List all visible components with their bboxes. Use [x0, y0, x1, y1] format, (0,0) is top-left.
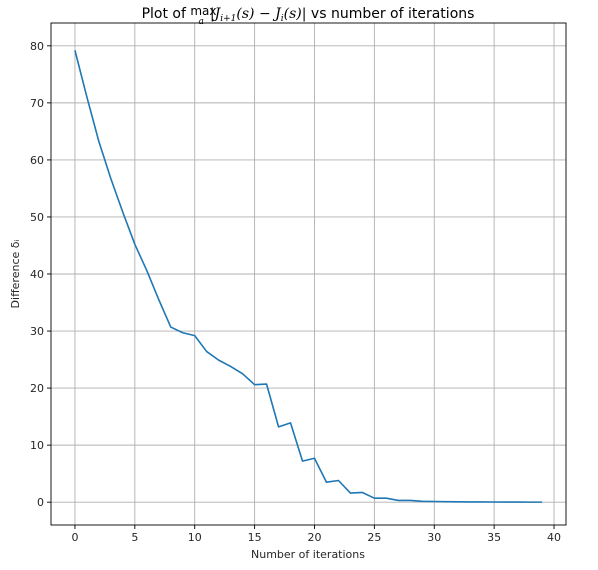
chart-title-max-sub: a — [199, 17, 204, 27]
x-tick-label: 5 — [131, 531, 138, 544]
x-tick-label: 30 — [427, 531, 441, 544]
y-tick-label: 70 — [30, 97, 44, 110]
x-tick-label: 10 — [188, 531, 202, 544]
y-tick-label: 50 — [30, 211, 44, 224]
x-tick-label: 15 — [248, 531, 262, 544]
chart-title-max: max — [190, 4, 216, 18]
y-tick-label: 10 — [30, 439, 44, 452]
chart-title-sub-2: i — [281, 14, 284, 24]
x-tick-label: 35 — [487, 531, 501, 544]
x-axis-label: Number of iterations — [251, 548, 365, 561]
ticks: 0 5 10 15 20 25 30 35 40 0 10 20 30 40 50 60 70 80 — [30, 40, 561, 544]
x-tick-label: 25 — [367, 531, 381, 544]
chart-title-math-3: (s)| — [284, 6, 307, 22]
chart-title: Plot of max a |Ji+1(s) − Ji(s)| vs number … — [142, 4, 475, 27]
chart-title-suffix: vs number of iterations — [306, 6, 474, 22]
y-tick-label: 80 — [30, 40, 44, 53]
x-tick-label: 0 — [71, 531, 78, 544]
y-tick-label: 40 — [30, 268, 44, 281]
y-axis-label: Difference δᵢ — [9, 240, 22, 309]
y-tick-label: 60 — [30, 154, 44, 167]
chart-title-math: |J — [210, 6, 222, 22]
grid — [51, 23, 566, 525]
series — [74, 50, 543, 503]
y-tick-label: 0 — [37, 496, 44, 509]
chart-title-prefix: Plot of — [142, 6, 191, 22]
y-tick-label: 30 — [30, 325, 44, 338]
x-tick-label: 40 — [547, 531, 561, 544]
series-line — [74, 50, 543, 503]
x-tick-label: 20 — [307, 531, 321, 544]
y-tick-label: 20 — [30, 382, 44, 395]
chart-title-math-2: (s) − J — [236, 6, 282, 22]
chart-title-sub-1: i+1 — [220, 14, 236, 24]
